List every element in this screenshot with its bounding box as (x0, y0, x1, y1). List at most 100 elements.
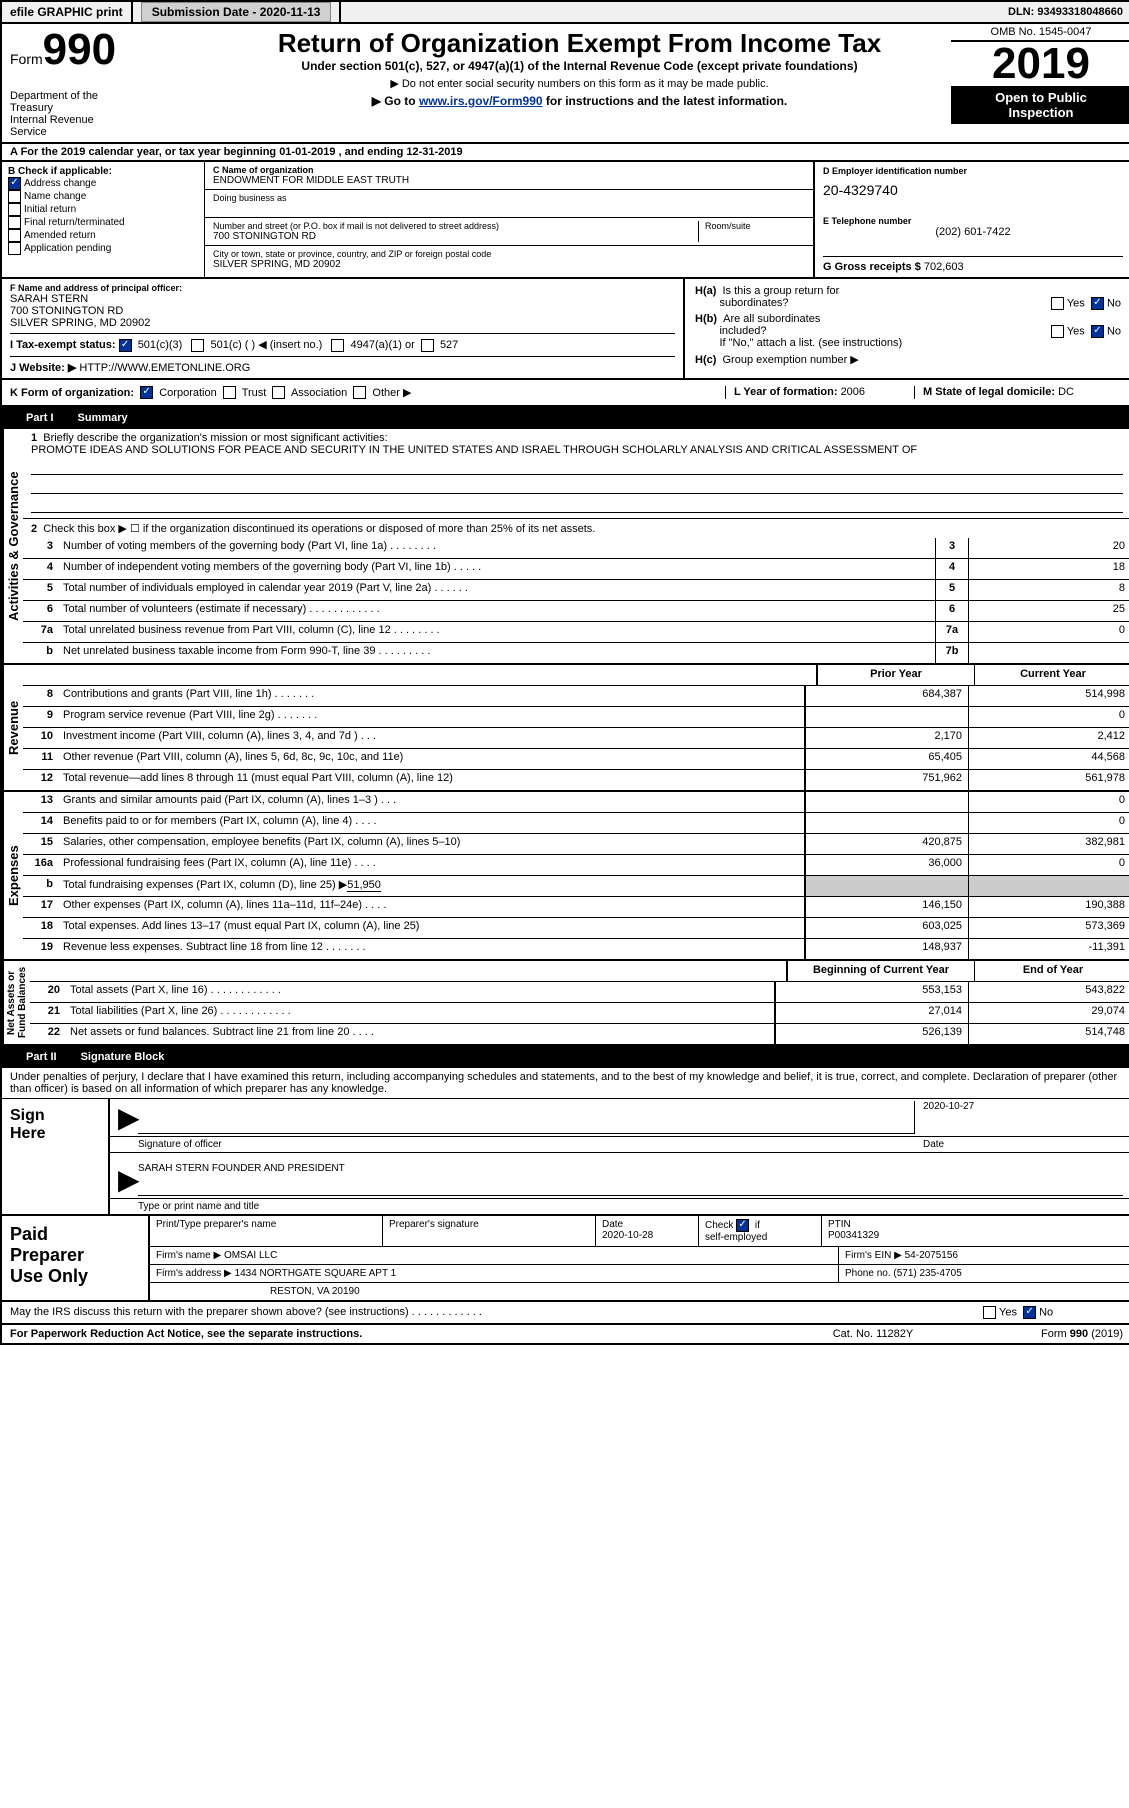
room-label: Room/suite (705, 221, 805, 231)
form-title: Return of Organization Exempt From Incom… (216, 28, 943, 59)
efile-label: efile GRAPHIC print (2, 2, 133, 22)
gross-receipts: G Gross receipts $ 702,603 (823, 256, 1123, 273)
hb-no[interactable] (1091, 325, 1104, 338)
line18: Total expenses. Add lines 13–17 (must eq… (59, 918, 804, 938)
p20: 553,153 (774, 982, 968, 1002)
c10: 2,412 (968, 728, 1129, 748)
c19: -11,391 (968, 939, 1129, 959)
line3: Number of voting members of the governin… (59, 538, 935, 558)
officer-addr2: SILVER SPRING, MD 20902 (10, 317, 675, 329)
officer-printed: SARAH STERN FOUNDER AND PRESIDENT (138, 1163, 1123, 1196)
initial-return-cb[interactable] (8, 203, 21, 216)
subtitle-2: ▶ Do not enter social security numbers o… (216, 77, 943, 90)
date-label: Date (915, 1139, 1123, 1150)
irs-link[interactable]: www.irs.gov/Form990 (419, 94, 543, 108)
line1-label: Briefly describe the organization's miss… (43, 432, 387, 444)
h-c: H(c) Group exemption number ▶ (693, 351, 1123, 368)
mission-text: PROMOTE IDEAS AND SOLUTIONS FOR PEACE AN… (31, 444, 917, 456)
phone-label: E Telephone number (823, 216, 1123, 226)
501c-cb[interactable] (191, 339, 204, 352)
501c3-cb[interactable] (119, 339, 132, 352)
line8: Contributions and grants (Part VIII, lin… (59, 686, 804, 706)
dept-treasury: Department of theTreasuryInternal Revenu… (10, 90, 200, 138)
firm-name: Firm's name ▶ OMSAI LLC (150, 1247, 839, 1264)
p19: 148,937 (804, 939, 968, 959)
corp-cb[interactable] (140, 386, 153, 399)
prep-name-label: Print/Type preparer's name (150, 1216, 383, 1246)
amended-cb[interactable] (8, 229, 21, 242)
topbar: efile GRAPHIC print Submission Date - 20… (2, 2, 1129, 24)
open-public: Open to PublicInspection (951, 86, 1129, 124)
c22: 514,748 (968, 1024, 1129, 1044)
line13: Grants and similar amounts paid (Part IX… (59, 792, 804, 812)
tax-year: 2019 (951, 42, 1129, 86)
trust-cb[interactable] (223, 386, 236, 399)
app-pending-cb[interactable] (8, 242, 21, 255)
sidebar-exp: Expenses (2, 792, 23, 959)
state-domicile: M State of legal domicile: DC (914, 386, 1123, 400)
street-addr: 700 STONINGTON RD (213, 231, 698, 242)
firm-phone: Phone no. (571) 235-4705 (839, 1265, 1129, 1282)
hb-yes[interactable] (1051, 325, 1064, 338)
ein-label: D Employer identification number (823, 166, 1123, 176)
line20: Total assets (Part X, line 16) . . . . .… (66, 982, 774, 1002)
c18: 573,369 (968, 918, 1129, 938)
discuss-yes[interactable] (983, 1306, 996, 1319)
form-header: Form990 Department of theTreasuryInterna… (2, 24, 1129, 144)
c12: 561,978 (968, 770, 1129, 790)
527-cb[interactable] (421, 339, 434, 352)
line21: Total liabilities (Part X, line 26) . . … (66, 1003, 774, 1023)
ein-value: 20-4329740 (823, 176, 1123, 198)
v5: 8 (968, 580, 1129, 600)
subtitle-3: ▶ Go to www.irs.gov/Form990 for instruct… (216, 94, 943, 108)
line16a: Professional fundraising fees (Part IX, … (59, 855, 804, 875)
p18: 603,025 (804, 918, 968, 938)
line7a: Total unrelated business revenue from Pa… (59, 622, 935, 642)
p11: 65,405 (804, 749, 968, 769)
subdate-btn[interactable]: Submission Date - 2020-11-13 (141, 2, 332, 22)
part1-header: Part ISummary (2, 407, 1129, 429)
sidebar-rev: Revenue (2, 665, 23, 790)
v6: 25 (968, 601, 1129, 621)
v4: 18 (968, 559, 1129, 579)
se-cb[interactable] (736, 1219, 749, 1232)
form-footer: Form 990 (2019) (973, 1328, 1123, 1340)
phone-value: (202) 601-7422 (823, 226, 1123, 238)
paid-preparer-label: PaidPreparerUse Only (2, 1216, 150, 1300)
p22: 526,139 (774, 1024, 968, 1044)
city-label: City or town, state or province, country… (213, 249, 805, 259)
h-a: H(a) Is this a group return for subordin… (693, 283, 1123, 311)
assoc-cb[interactable] (272, 386, 285, 399)
prep-sig-label: Preparer's signature (383, 1216, 596, 1246)
c17: 190,388 (968, 897, 1129, 917)
officer-name: SARAH STERN (10, 293, 675, 305)
c13: 0 (968, 792, 1129, 812)
h-b: H(b) Are all subordinates included? Yes … (693, 311, 1123, 351)
c9: 0 (968, 707, 1129, 727)
v3: 20 (968, 538, 1129, 558)
name-change-cb[interactable] (8, 190, 21, 203)
addr-change-cb[interactable] (8, 177, 21, 190)
ha-yes[interactable] (1051, 297, 1064, 310)
prior-year-hdr: Prior Year (816, 665, 974, 685)
line11: Other revenue (Part VIII, column (A), li… (59, 749, 804, 769)
ha-no[interactable] (1091, 297, 1104, 310)
line6: Total number of volunteers (estimate if … (59, 601, 935, 621)
final-return-cb[interactable] (8, 216, 21, 229)
dba-label: Doing business as (213, 193, 805, 203)
subtitle-1: Under section 501(c), 527, or 4947(a)(1)… (216, 59, 943, 73)
line22: Net assets or fund balances. Subtract li… (66, 1024, 774, 1044)
4947-cb[interactable] (331, 339, 344, 352)
c16a: 0 (968, 855, 1129, 875)
firm-addr2: RESTON, VA 20190 (150, 1283, 1129, 1300)
p21: 27,014 (774, 1003, 968, 1023)
org-name-label: C Name of organization (213, 165, 805, 175)
discuss-no[interactable] (1023, 1306, 1036, 1319)
sidebar-na: Net Assets orFund Balances (2, 961, 30, 1044)
city-state-zip: SILVER SPRING, MD 20902 (213, 259, 805, 270)
p8: 684,387 (804, 686, 968, 706)
p14 (804, 813, 968, 833)
c15: 382,981 (968, 834, 1129, 854)
other-cb[interactable] (353, 386, 366, 399)
self-employed: Check ifself-employed (699, 1216, 822, 1246)
